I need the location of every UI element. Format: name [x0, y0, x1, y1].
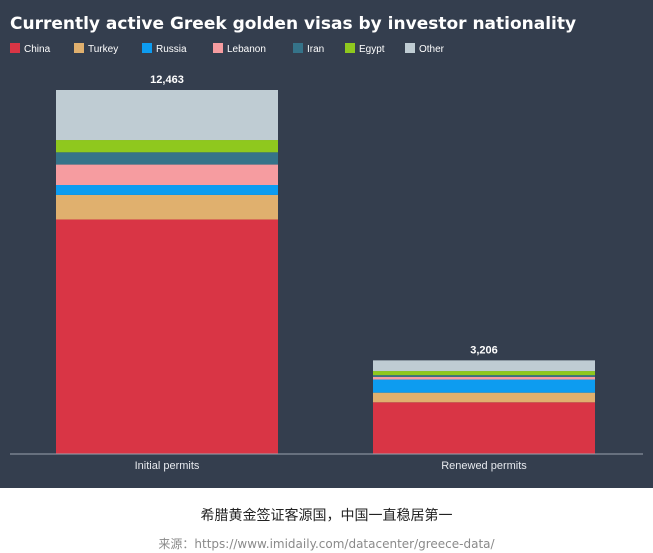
bar-segment-turkey-renewed-permits[interactable] [373, 392, 595, 403]
total-label-initial-permits: 12,463 [150, 74, 184, 86]
legend-label-lebanon[interactable]: Lebanon [227, 44, 266, 55]
bar-segment-russia-renewed-permits[interactable] [373, 379, 595, 393]
chart-title: Currently active Greek golden visas by i… [10, 14, 576, 34]
legend-swatch-iran [293, 43, 303, 53]
bar-segment-china-renewed-permits[interactable] [373, 402, 595, 454]
bar-segment-other-initial-permits[interactable] [56, 90, 278, 141]
labels-group: 12,463 Initial permits 3,206 Renewed permit… [135, 74, 528, 472]
legend-label-turkey[interactable]: Turkey [88, 44, 118, 55]
legend-swatch-egypt [345, 43, 355, 53]
legend-label-egypt[interactable]: Egypt [359, 44, 385, 55]
bar-segment-iran-renewed-permits[interactable] [373, 375, 595, 377]
legend-label-russia[interactable]: Russia [156, 44, 187, 55]
bar-segment-iran-initial-permits[interactable] [56, 152, 278, 165]
bar-segment-turkey-initial-permits[interactable] [56, 194, 278, 220]
legend-swatch-other [405, 43, 415, 53]
total-label-renewed-permits: 3,206 [470, 344, 498, 356]
figure-caption: 希腊黄金签证客源国，中国一直稳居第一 [200, 508, 453, 524]
legend-swatch-lebanon [213, 43, 223, 53]
legend-swatch-china [10, 43, 20, 53]
legend-label-other[interactable]: Other [419, 44, 445, 55]
bars-group [56, 90, 595, 454]
bar-segment-china-initial-permits[interactable] [56, 219, 278, 454]
legend-label-iran[interactable]: Iran [307, 44, 324, 55]
category-label-renewed-permits: Renewed permits [441, 460, 527, 472]
bar-segment-russia-initial-permits[interactable] [56, 185, 278, 195]
bar-segment-lebanon-initial-permits[interactable] [56, 164, 278, 186]
legend-swatch-turkey [74, 43, 84, 53]
chart-panel: Currently active Greek golden visas by i… [0, 0, 653, 488]
category-label-initial-permits: Initial permits [135, 460, 200, 472]
bar-segment-lebanon-renewed-permits[interactable] [373, 376, 595, 380]
legend-label-china[interactable]: China [24, 44, 51, 55]
legend: China Turkey Russia Lebanon Iran Egypt Other [10, 43, 445, 55]
legend-swatch-russia [142, 43, 152, 53]
bar-segment-egypt-renewed-permits[interactable] [373, 371, 595, 376]
source-link[interactable]: 来源：https://www.imidaily.com/datacenter/g… [158, 537, 495, 551]
chart-svg: Currently active Greek golden visas by i… [10, 14, 643, 472]
bar-segment-other-renewed-permits[interactable] [373, 360, 595, 372]
bar-segment-egypt-initial-permits[interactable] [56, 140, 278, 153]
